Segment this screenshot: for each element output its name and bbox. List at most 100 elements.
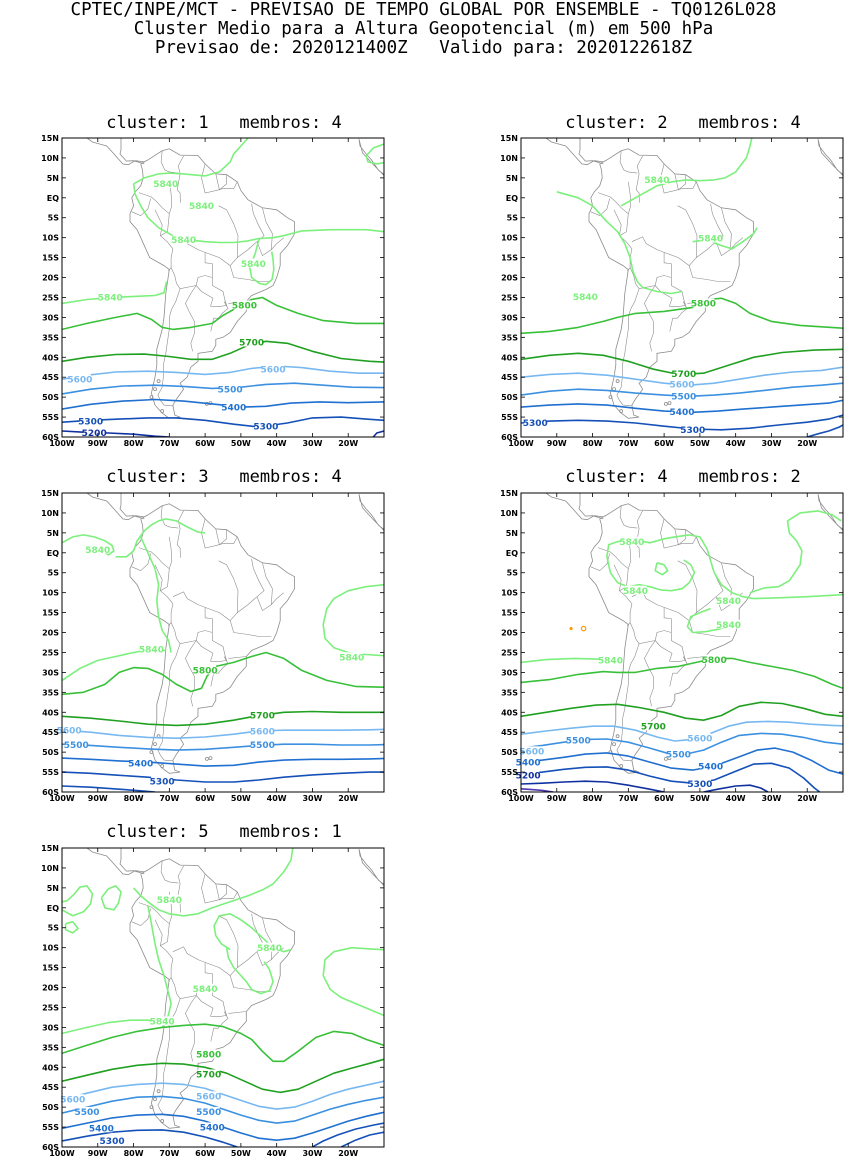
south-america-coast xyxy=(588,148,755,419)
contour-label-bg xyxy=(574,291,597,301)
contour-label: 5840 xyxy=(716,597,741,607)
contour-5700 xyxy=(521,701,843,721)
contour-label: 5800 xyxy=(196,1051,221,1061)
lat-tick-label: 40S xyxy=(42,353,59,362)
contour-label: 5840 xyxy=(241,260,266,270)
contour-label: 5600 xyxy=(57,726,82,736)
contour-5840 xyxy=(139,536,172,653)
contour-label-bg xyxy=(129,758,152,768)
lat-tick-label: 50S xyxy=(501,748,518,757)
country-border xyxy=(138,547,174,626)
contour-5840 xyxy=(62,885,94,917)
country-border xyxy=(616,288,640,407)
island xyxy=(156,379,161,384)
contour-label-bg xyxy=(599,655,622,665)
contour-label: 5600 xyxy=(196,1093,221,1103)
lon-tick-label: 50W xyxy=(231,439,251,448)
lat-tick-label: 40S xyxy=(501,353,518,362)
island xyxy=(619,409,624,413)
lat-tick-label: 10S xyxy=(501,234,518,243)
lon-tick-label: 50W xyxy=(231,794,251,803)
country-border xyxy=(210,301,229,332)
country-border xyxy=(160,860,179,884)
contour-label-bg xyxy=(194,665,217,675)
contour-5840 xyxy=(620,138,753,207)
lon-tick-label: 20W xyxy=(338,794,358,803)
contour-5300 xyxy=(806,424,843,437)
country-border xyxy=(677,205,698,258)
lat-tick-label: 60S xyxy=(42,788,59,797)
contour-label-bg xyxy=(240,337,263,347)
contour-label: 5840 xyxy=(619,538,644,548)
contour-label-bg xyxy=(262,364,285,374)
lon-tick-label: 60W xyxy=(195,439,215,448)
lon-tick-label: 80W xyxy=(124,439,144,448)
contour-label: 5500 xyxy=(666,750,691,760)
map-frame xyxy=(61,137,385,438)
country-border xyxy=(654,640,686,662)
contour-label-bg xyxy=(76,1106,99,1116)
spot-marker xyxy=(569,626,573,631)
caribbean-coast xyxy=(119,138,145,165)
island xyxy=(667,401,672,406)
contour-label-bg xyxy=(140,644,163,654)
map-panel-cluster-1: 5840 5840 5840 5840 5840 5800 5700 5600 5600 5500… xyxy=(41,134,385,448)
contour-label: 5840 xyxy=(573,293,598,303)
country-border xyxy=(154,919,163,946)
contour-label-bg xyxy=(520,746,543,756)
country-border xyxy=(172,591,213,641)
island xyxy=(149,395,154,400)
contour-label: 5500 xyxy=(75,1108,100,1118)
central-america-coast xyxy=(86,848,145,876)
country-border xyxy=(262,562,273,605)
country-border xyxy=(613,209,622,236)
central-america-coast xyxy=(545,138,604,166)
lon-tick-label: 40W xyxy=(267,439,287,448)
contour-label: 5600 xyxy=(261,365,286,375)
island xyxy=(153,742,157,747)
country-border xyxy=(195,640,227,662)
country-border xyxy=(597,192,633,271)
country-border xyxy=(669,656,688,687)
lat-tick-label: 10S xyxy=(42,944,59,953)
lat-tick-label: EQ xyxy=(47,549,59,558)
country-border xyxy=(204,252,231,266)
contour-5400 xyxy=(62,757,384,767)
country-border xyxy=(176,155,184,203)
lat-tick-label: 5N xyxy=(506,529,518,538)
country-border xyxy=(215,528,227,546)
lat-tick-label: 35S xyxy=(42,1043,59,1052)
africa-coast xyxy=(358,849,384,886)
lat-tick-label: 55S xyxy=(42,413,59,422)
lat-tick-label: 45S xyxy=(42,373,59,382)
lat-tick-label: 15N xyxy=(41,134,59,143)
country-border xyxy=(635,510,643,558)
contour-label-bg xyxy=(222,402,245,412)
contour-label-bg xyxy=(717,619,740,629)
contour-label: 5600 xyxy=(60,1095,85,1105)
contour-label: 5300 xyxy=(100,1137,125,1147)
contour-lines xyxy=(521,510,843,792)
panel-4-title: cluster: 4 membros: 2 xyxy=(565,467,801,487)
lon-tick-label: 30W xyxy=(302,1149,322,1158)
contour-label: 5400 xyxy=(200,1124,225,1134)
country-border xyxy=(170,622,213,645)
contour-label-bg xyxy=(251,710,274,720)
lon-tick-label: 70W xyxy=(618,439,638,448)
country-border xyxy=(229,596,272,637)
country-border xyxy=(721,207,732,250)
panel-2-title: cluster: 2 membros: 4 xyxy=(565,113,801,133)
contour-5840 xyxy=(62,534,115,556)
island xyxy=(153,1097,157,1102)
south-america-coast xyxy=(588,503,755,774)
lon-tick-label: 90W xyxy=(88,1149,108,1158)
contour-label-bg xyxy=(620,536,643,546)
country-border xyxy=(635,155,643,203)
lon-tick-label: 60W xyxy=(654,439,674,448)
contour-label-bg xyxy=(101,1136,124,1146)
contour-label: 5840 xyxy=(150,1018,175,1028)
island xyxy=(619,764,624,768)
panel-5-title: cluster: 5 membros: 1 xyxy=(106,822,342,842)
contour-label-bg xyxy=(699,761,722,771)
